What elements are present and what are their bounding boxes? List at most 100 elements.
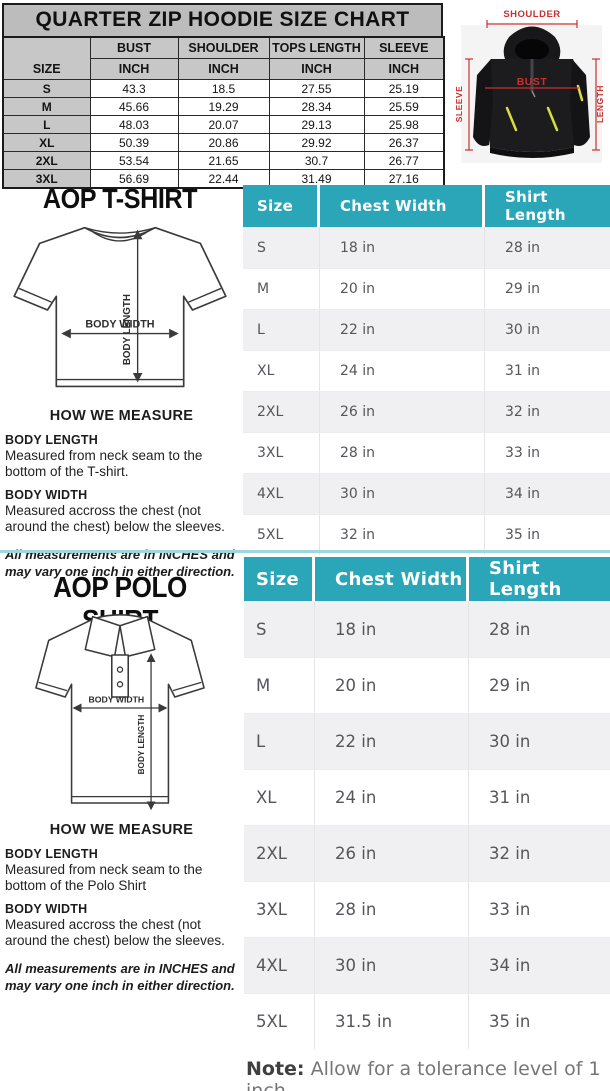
measure-arrows <box>72 653 168 811</box>
body-length-desc: Measured from neck seam to the bottom of… <box>5 862 203 894</box>
size-cell: 2XL <box>2 151 91 170</box>
table-row: S 18 in 28 in <box>244 601 610 657</box>
placket <box>110 654 130 698</box>
chest-width-cell: 26 in <box>315 826 469 881</box>
chest-width-cell: 24 in <box>320 351 485 391</box>
tshirt-how-we-measure: HOW WE MEASURE BODY LENGTH Measured from… <box>5 408 238 581</box>
size-cell: 5XL <box>243 515 320 555</box>
table-row: 5XL 31.5 in 35 in <box>244 993 610 1049</box>
value-cell: 25.59 <box>363 97 445 116</box>
table-row: 3XL 28 in 33 in <box>244 881 610 937</box>
unit-header: INCH <box>268 58 365 80</box>
how-we-measure-heading: HOW WE MEASURE <box>49 408 194 424</box>
right-sleeve <box>570 59 590 146</box>
value-cell: 20.07 <box>177 115 270 134</box>
shirt-length-cell: 29 in <box>489 676 531 695</box>
column-header-size: Size <box>244 557 312 601</box>
value-cell: 56.69 <box>89 169 179 189</box>
table-row: 2XL 53.54 21.65 30.7 26.77 <box>2 151 445 170</box>
column-header-tops-length: TOPS LENGTH <box>268 36 365 59</box>
shirt-length-cell: 32 in <box>489 844 531 863</box>
value-cell: 22.44 <box>177 169 270 189</box>
size-cell: M <box>244 658 315 713</box>
chest-width-cell: 18 in <box>320 228 485 268</box>
chest-width-cell: 31.5 in <box>315 994 469 1049</box>
zipper-pull <box>531 90 536 98</box>
shirt-length-cell: 34 in <box>489 956 531 975</box>
column-header-shirt-length: Shirt Length <box>469 557 610 601</box>
size-cell: S <box>243 228 320 268</box>
shirt-length-cell: 35 in <box>505 527 541 543</box>
size-cell: 2XL <box>244 826 315 881</box>
polo-how-we-measure: HOW WE MEASURE BODY LENGTH Measured from… <box>5 822 238 995</box>
value-cell: 26.37 <box>363 133 445 152</box>
note-text: Allow for a tolerance level of 1 inch <box>246 1058 601 1091</box>
column-header-chest-width: Chest Width <box>315 557 466 601</box>
hood-opening <box>515 39 549 61</box>
chest-width-cell: 28 in <box>315 882 469 937</box>
tshirt-size-table: Size Chest Width Shirt Length S 18 in 28… <box>243 185 610 555</box>
table-row: 2XL 26 in 32 in <box>243 391 610 432</box>
value-cell: 29.92 <box>268 133 365 152</box>
value-cell: 19.29 <box>177 97 270 116</box>
tshirt-details <box>18 227 222 381</box>
length-label: LENGTH <box>595 85 605 123</box>
value-cell: 25.98 <box>363 115 445 134</box>
collar-left <box>84 615 121 658</box>
size-cell: L <box>243 310 320 350</box>
collar-right <box>119 615 156 658</box>
shirt-length-cell: 28 in <box>505 240 541 256</box>
size-cell: 5XL <box>244 994 315 1049</box>
body-length-label: BODY LENGTH <box>137 715 146 775</box>
tshirt-diagram: BODY WIDTH BODY LENGTH <box>13 226 227 388</box>
chest-width-cell: 22 in <box>320 310 485 350</box>
measure-lines <box>465 20 600 151</box>
table-row: S 18 in 28 in <box>243 227 610 268</box>
shirt-length-cell: 32 in <box>505 404 541 420</box>
value-cell: 18.5 <box>177 79 270 98</box>
size-cell: M <box>2 97 91 116</box>
column-header-size: Size <box>243 185 317 227</box>
value-cell: 30.7 <box>268 151 365 170</box>
unit-header: INCH <box>89 58 179 80</box>
body-width-desc: Measured accross the chest (not around t… <box>5 916 225 949</box>
table-row: 4XL 30 in 34 in <box>244 937 610 993</box>
table-row: M 45.66 19.29 28.34 25.59 <box>2 97 445 116</box>
table-row: M 20 in 29 in <box>244 657 610 713</box>
polo-size-table: Size Chest Width Shirt Length S 18 in 28… <box>244 557 610 1049</box>
body-width-desc: Measured accross the chest (not around t… <box>5 502 225 535</box>
sleeve-label: SLEEVE <box>455 86 464 123</box>
table-row: L 22 in 30 in <box>244 713 610 769</box>
shoulder-label: SHOULDER <box>503 9 560 20</box>
shirt-length-cell: 34 in <box>505 486 541 502</box>
value-cell: 50.39 <box>89 133 179 152</box>
shirt-length-cell: 31 in <box>505 363 541 379</box>
value-cell: 25.19 <box>363 79 445 98</box>
value-cell: 45.66 <box>89 97 179 116</box>
table-row: 2XL 26 in 32 in <box>244 825 610 881</box>
shirt-length-cell: 33 in <box>489 900 531 919</box>
table-row: 3XL 28 in 33 in <box>243 432 610 473</box>
body-length-term: BODY LENGTH <box>5 847 98 861</box>
left-sleeve <box>473 59 493 146</box>
bust-label: BUST <box>517 76 548 88</box>
unit-header: INCH <box>363 58 445 80</box>
value-cell: 53.54 <box>89 151 179 170</box>
polo-outline <box>35 614 205 804</box>
chest-width-cell: 26 in <box>320 392 485 432</box>
hoodie-size-chart: QUARTER ZIP HOODIE SIZE CHART SIZE BUST … <box>2 3 445 189</box>
value-cell: 43.3 <box>89 79 179 98</box>
size-cell: S <box>2 79 91 98</box>
size-cell: XL <box>2 133 91 152</box>
size-cell: L <box>2 115 91 134</box>
body-length-label: BODY LENGTH <box>122 294 133 365</box>
body-width-term: BODY WIDTH <box>5 487 88 502</box>
chest-width-cell: 20 in <box>320 269 485 309</box>
note-label: Note: <box>246 1058 305 1080</box>
value-cell: 29.13 <box>268 115 365 134</box>
value-cell: 27.55 <box>268 79 365 98</box>
body-width-label: BODY WIDTH <box>88 695 144 705</box>
shirt-length-cell: 33 in <box>505 445 541 461</box>
chest-width-cell: 32 in <box>320 515 485 555</box>
